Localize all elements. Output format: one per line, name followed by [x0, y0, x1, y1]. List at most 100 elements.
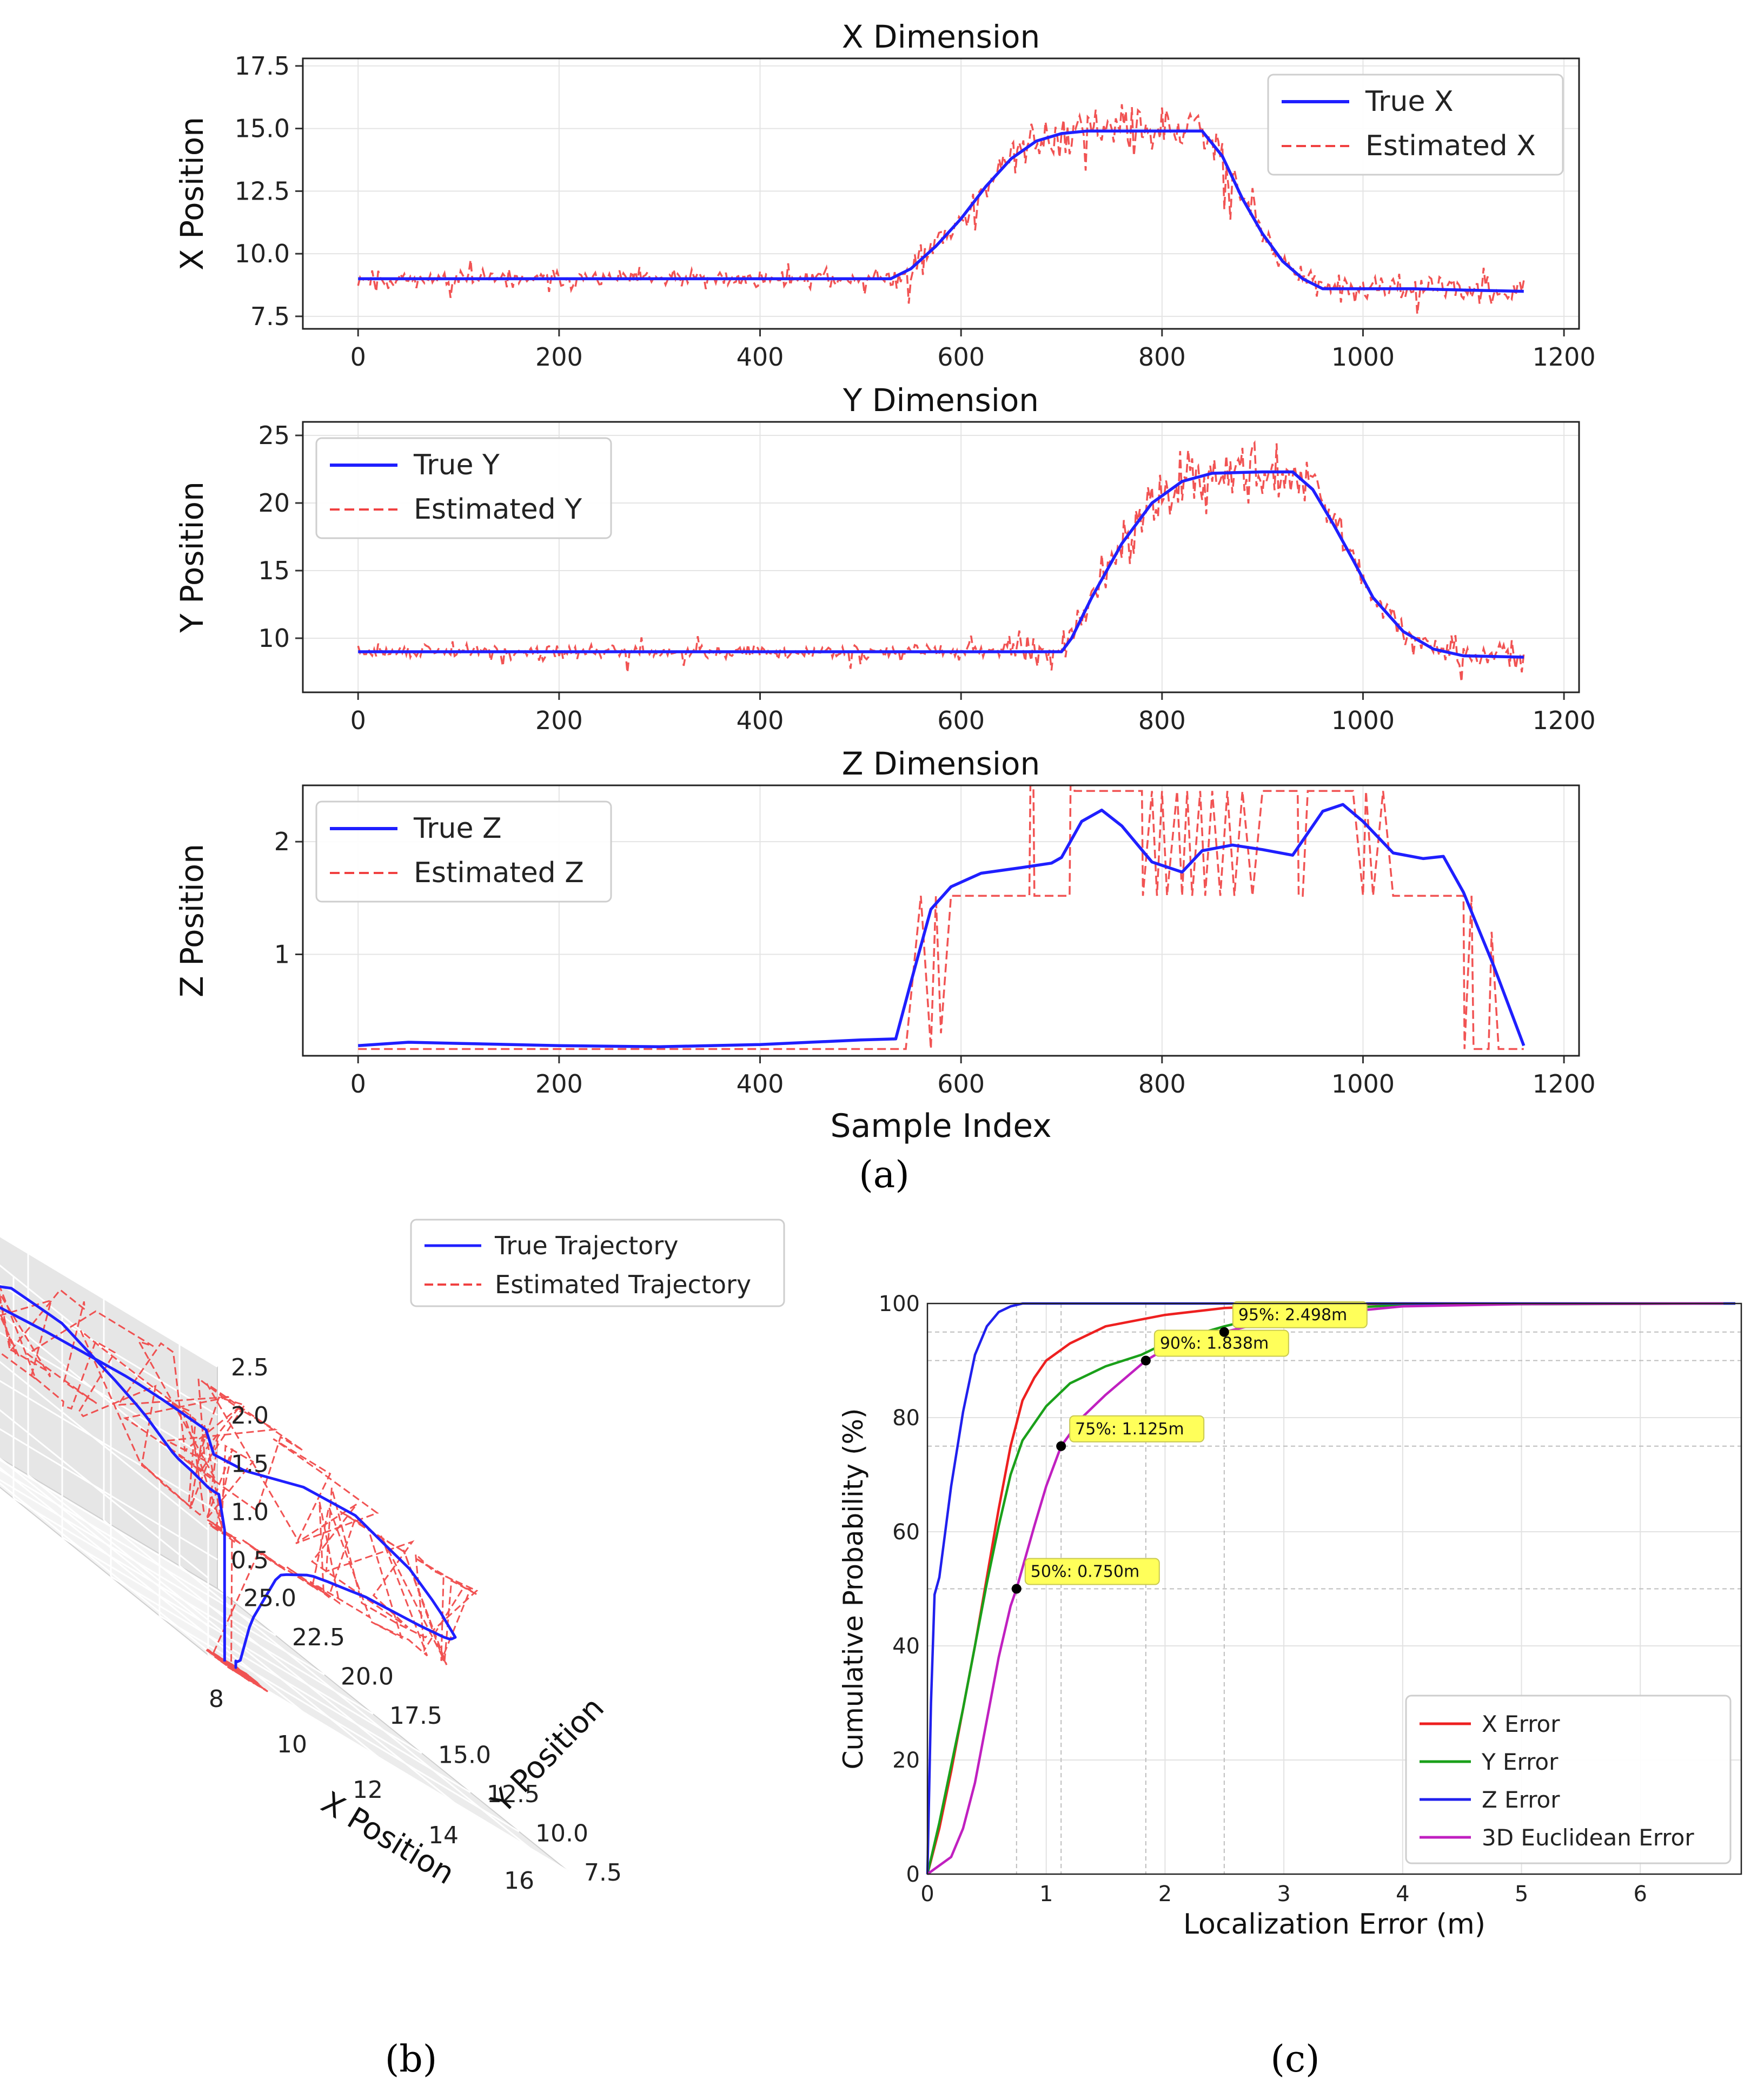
y-tick-label: 20.0 — [341, 1663, 394, 1691]
y-tick-label: 100 — [879, 1292, 920, 1316]
x-tick-label: 1200 — [1533, 1069, 1596, 1099]
x-tick-label: 0 — [350, 342, 366, 372]
y-tick-label: 22.5 — [292, 1624, 345, 1651]
x-tick-label: 0 — [350, 1069, 366, 1099]
back-gridline-z — [0, 1235, 218, 1368]
annotation-box — [1024, 1558, 1160, 1585]
back-gridline-z — [0, 1428, 218, 1560]
x-tick-label: 1000 — [1331, 706, 1395, 735]
y-tick-label: 17.5 — [235, 51, 290, 81]
panel-label-c: (c) — [1270, 2038, 1319, 2081]
floor-gridline-x — [0, 1482, 228, 1667]
x-tick-label: 16 — [504, 1867, 534, 1895]
legend-label-estimated-trajectory: Estimated Trajectory — [495, 1270, 751, 1299]
x-tick-label: 200 — [535, 706, 583, 735]
y-axis-label: Y Position — [484, 1690, 611, 1820]
y-axis-label: Cumulative Probability (%) — [838, 1408, 869, 1770]
y-tick-label: 7.5 — [250, 302, 290, 331]
x-tick-label: 200 — [535, 342, 583, 372]
y-tick-label: 7.5 — [584, 1859, 622, 1887]
floor-gridline-y — [110, 1576, 471, 1794]
legend-label-estimated-y: Estimated Y — [414, 493, 582, 526]
legend-box — [1405, 1695, 1732, 1864]
z-tick-label: 1.5 — [231, 1450, 269, 1478]
wall-gridline-z — [0, 1457, 209, 1627]
plot-frame — [302, 784, 1580, 1057]
series-line-estimated-x — [357, 104, 1525, 315]
annotation-box — [1232, 1301, 1368, 1328]
z-dimension-chart: 0 200 400 600 800 1000 1200 1 2 Z Dimension Z Posi… — [174, 745, 1596, 1145]
y-tick-label: 10.0 — [235, 239, 290, 268]
panel-label-a: (a) — [859, 1154, 910, 1196]
x-tick-label: 8 — [209, 1685, 224, 1713]
y-dimension-chart: 0 200 400 600 800 1000 1200 10 15 20 25 Y Dimension… — [174, 382, 1596, 735]
x-tick-label: 800 — [1138, 1069, 1186, 1099]
legend-label-y-error: Y Error — [1481, 1749, 1559, 1775]
wall-gridline-z — [0, 1313, 209, 1483]
series-line-estimated-trajectory — [0, 1285, 479, 1692]
series-line-estimated-z — [358, 785, 1524, 1050]
x-tick-label: 4 — [1396, 1882, 1409, 1907]
y-tick-label: 15.0 — [235, 114, 290, 143]
x-tick-label: 0 — [920, 1882, 934, 1907]
plot-frame — [302, 57, 1580, 330]
x-tick-label: 1 — [1039, 1882, 1053, 1907]
annotation-label: 90%: 1.838m — [1160, 1334, 1269, 1353]
percentile-marker — [1011, 1584, 1022, 1594]
x-tick-label: 800 — [1138, 706, 1186, 735]
x-tick-label: 1200 — [1533, 342, 1596, 372]
annotation-box — [1069, 1415, 1205, 1442]
floor-gridline-y — [62, 1537, 422, 1754]
y-tick-label: 2 — [274, 827, 290, 856]
y-tick-label: 12.5 — [487, 1781, 540, 1808]
x-tick-label: 400 — [737, 706, 784, 735]
x-tick-label: 600 — [937, 342, 985, 372]
floor-gridline-y — [0, 1459, 228, 1597]
legend-label-estimated-x: Estimated X — [1365, 130, 1536, 162]
y-tick-label: 12.5 — [235, 176, 290, 206]
legend-label-z-error: Z Error — [1482, 1786, 1560, 1813]
wall-gridline-z — [0, 1361, 209, 1531]
x-tick-label: 6 — [1634, 1882, 1647, 1907]
percentile-marker — [1140, 1355, 1151, 1366]
y-tick-label: 15.0 — [438, 1742, 491, 1769]
plot-area — [357, 440, 1525, 683]
plot-frame — [926, 1302, 1742, 1875]
y-tick-label: 15 — [258, 556, 290, 585]
y-axis-label: Z Position — [174, 844, 210, 997]
plot-area — [358, 785, 1526, 1050]
x-tick-label: 1000 — [1331, 342, 1395, 372]
x-tick-label: 600 — [937, 706, 985, 735]
y-tick-label: 40 — [892, 1634, 920, 1659]
series-line-true-y — [358, 470, 1524, 659]
x-tick-label: 200 — [535, 1069, 583, 1099]
annotation-label: 50%: 0.750m — [1031, 1563, 1139, 1582]
plot-frame — [302, 421, 1580, 693]
y-tick-label: 10 — [258, 624, 290, 653]
floor-gridline-y — [13, 1497, 374, 1715]
legend-label-true-trajectory: True Trajectory — [494, 1231, 678, 1260]
x-tick-label: 400 — [737, 342, 784, 372]
x-tick-label: 1200 — [1533, 706, 1596, 735]
panel-b-3d-trajectory: 8 10 12 14 16 7.5 10.0 12.5 15.0 17.5 20.0 22.5 25.0… — [0, 1219, 785, 1895]
y-axis-label: Y Position — [174, 481, 210, 633]
floor-gridline-y — [159, 1615, 520, 1832]
legend-label-estimated-z: Estimated Z — [414, 857, 584, 889]
y-tick-label: 17.5 — [389, 1702, 442, 1730]
legend-label-true-x: True X — [1365, 85, 1454, 118]
legend-label-x-error: X Error — [1482, 1711, 1560, 1737]
wall-gridline-z — [0, 1409, 209, 1579]
legend-box — [315, 437, 612, 539]
x-tick-label: 5 — [1515, 1882, 1528, 1907]
x-tick-label: 400 — [737, 1069, 784, 1099]
y-tick-label: 20 — [892, 1748, 920, 1773]
y-tick-label: 60 — [892, 1520, 920, 1545]
legend-label-true-y: True Y — [413, 449, 500, 481]
y-tick-label: 80 — [892, 1406, 920, 1431]
x-tick-label: 10 — [277, 1731, 307, 1758]
floor-gridline-y — [0, 1469, 276, 1637]
y-tick-label: 1 — [274, 940, 290, 969]
z-tick-label: 2.0 — [231, 1402, 269, 1430]
x-axis-label: Sample Index — [830, 1107, 1051, 1145]
